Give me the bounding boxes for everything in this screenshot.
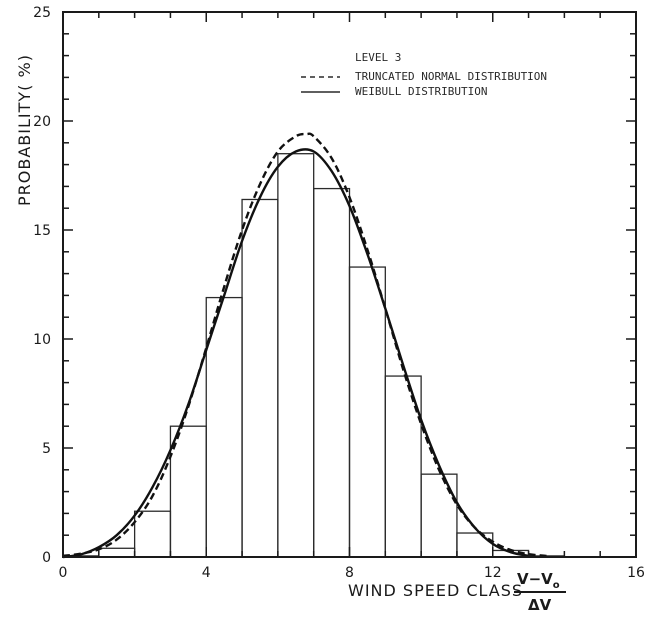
axes — [62, 11, 637, 558]
histogram-bar — [348, 266, 386, 558]
fraction-numerator: V−Vo — [517, 570, 560, 591]
fraction-denominator: ΔV — [528, 596, 552, 614]
y-tick-label: 5 — [42, 441, 51, 457]
histogram-bar — [277, 153, 315, 558]
histogram-bar — [420, 473, 458, 558]
tick-labels: 0 4 8 12 16 0 5 10 15 20 25 — [33, 5, 645, 581]
x-tick-label: 0 — [59, 565, 68, 581]
legend: LEVEL 3 TRUNCATED NORMAL DISTRIBUTION WE… — [301, 51, 547, 98]
x-tick-label: 16 — [627, 565, 645, 581]
x-tick-label: 4 — [202, 565, 211, 581]
y-axis-label: PROBABILITY( %) — [15, 54, 34, 206]
histogram-bar — [313, 187, 351, 558]
y-tick-label: 15 — [33, 223, 51, 239]
truncated-normal-curve — [62, 132, 547, 558]
legend-label-truncated-normal: TRUNCATED NORMAL DISTRIBUTION — [355, 70, 547, 83]
y-tick-label: 0 — [42, 550, 51, 566]
x-axis-label: WIND SPEED CLASS — [348, 581, 523, 600]
x-axis-fraction: V−Vo ΔV — [514, 570, 566, 614]
histogram-bar — [133, 510, 172, 558]
histogram — [62, 153, 566, 558]
weibull-curve — [62, 148, 529, 559]
legend-label-weibull: WEIBULL DISTRIBUTION — [355, 85, 487, 98]
y-tick-label: 20 — [33, 114, 51, 130]
x-tick-label: 12 — [484, 565, 502, 581]
legend-title: LEVEL 3 — [355, 51, 401, 64]
histogram-bar — [241, 198, 279, 558]
histogram-bar — [98, 547, 136, 558]
distribution-curves — [62, 132, 547, 559]
x-tick-label: 8 — [345, 565, 354, 581]
y-tick-label: 25 — [33, 5, 51, 21]
y-tick-label: 10 — [33, 332, 51, 348]
histogram-bar — [456, 532, 494, 558]
